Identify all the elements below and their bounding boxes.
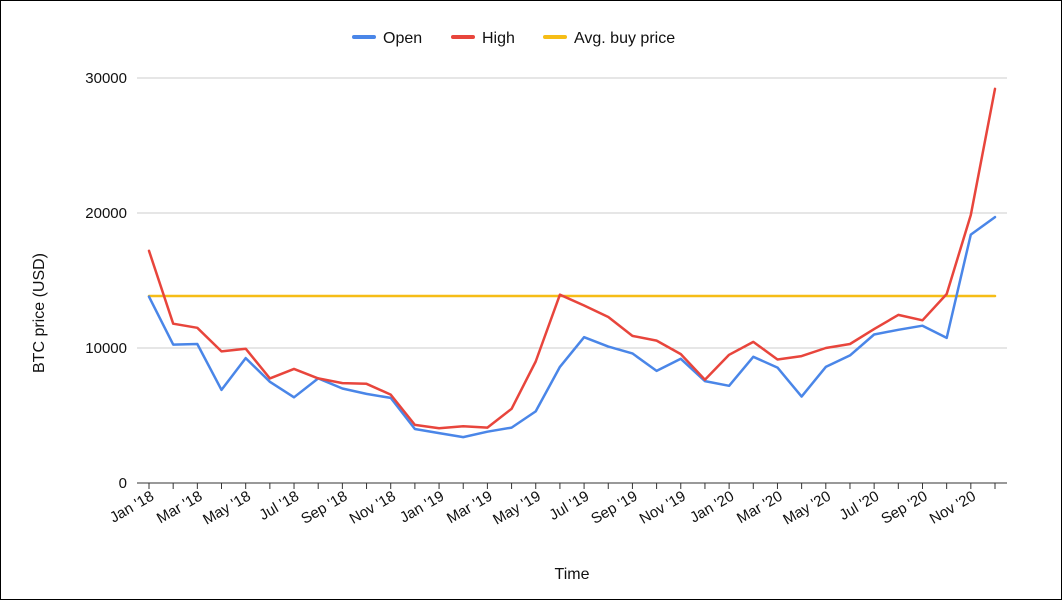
x-tick-label: Sep '18 <box>298 488 350 528</box>
x-tick-label: Mar '18 <box>154 488 205 528</box>
x-tick-label: Sep '19 <box>588 488 640 528</box>
x-tick-label: Nov '19 <box>637 488 689 528</box>
x-tick-label: Nov '18 <box>347 488 399 528</box>
x-tick-label: Sep '20 <box>878 488 930 528</box>
x-tick-label: Jul '18 <box>256 488 302 524</box>
y-axis-title: BTC price (USD) <box>31 253 48 373</box>
legend-label-open: Open <box>383 30 422 47</box>
series-lines <box>147 87 997 439</box>
x-axis-title: Time <box>555 566 590 583</box>
x-tick-label: Nov '20 <box>927 488 979 528</box>
x-tick-label: Mar '19 <box>444 488 495 528</box>
x-tick-label: Jul '19 <box>546 488 592 524</box>
y-tick-label: 0 <box>119 475 127 492</box>
x-tick-label: Jan '20 <box>687 488 737 527</box>
series-line-open <box>147 215 997 439</box>
y-tick-label: 20000 <box>85 205 127 222</box>
x-tick-label: Jan '19 <box>397 488 447 527</box>
y-tick-label: 30000 <box>85 70 127 87</box>
x-tick-label: May '19 <box>490 488 544 529</box>
x-tick-label: Jul '20 <box>836 488 882 524</box>
series-line-high <box>147 87 997 430</box>
x-tick-label: May '18 <box>200 488 254 529</box>
legend-label-high: High <box>482 30 515 47</box>
legend-label-avg-buy-price: Avg. buy price <box>574 30 675 47</box>
legend: Open High Avg. buy price <box>352 30 675 47</box>
y-tick-labels: 0 10000 20000 30000 <box>85 70 127 492</box>
x-tick-label: May '20 <box>780 488 834 529</box>
y-tick-label: 10000 <box>85 340 127 357</box>
x-tick-label: Mar '20 <box>734 488 785 528</box>
x-tick-label: Jan '18 <box>107 488 157 527</box>
gridlines <box>137 77 1007 484</box>
